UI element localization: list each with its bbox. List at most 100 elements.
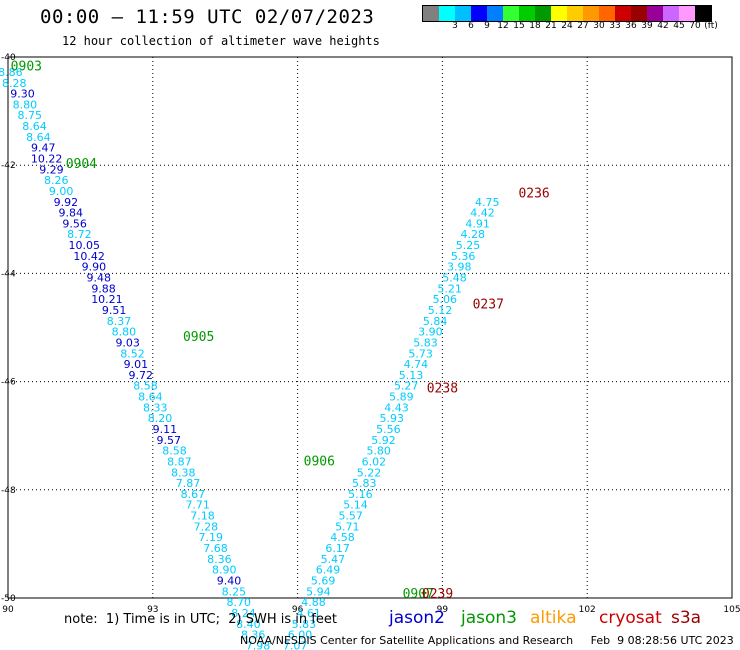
color-scale-bar [422,5,712,22]
color-swatch [647,6,663,21]
y-tick-label: -44 [1,269,16,279]
data-label: 8.58 [133,380,158,393]
pass-time-label: 0237 [473,298,504,313]
data-label: 8.90 [212,564,237,577]
data-label: 8.38 [171,466,196,479]
y-tick-label: -48 [1,486,16,496]
data-label: 8.80 [112,326,137,339]
color-swatch [615,6,631,21]
color-scale-label: 21 [545,21,557,31]
data-label: 4.58 [330,531,355,544]
color-swatch [423,6,439,21]
data-label: 4.91 [465,217,490,230]
data-label: 4.74 [404,358,429,371]
data-label: 7.18 [190,510,215,523]
data-label: 9.11 [153,423,178,436]
color-scale-label: 15 [513,21,525,31]
pass-time-label: 0236 [518,187,549,202]
data-label: 5.83 [292,618,317,631]
data-label: 7.87 [176,477,201,490]
data-label: 5.71 [335,520,360,533]
x-tick-label: 93 [147,605,158,615]
color-scale-label: 33 [609,21,621,31]
data-label: 5.48 [442,272,467,285]
data-label: 4.61 [296,607,321,620]
data-label: 5.06 [433,293,458,306]
color-scale-label: 3 [452,21,458,31]
data-label: 5.47 [321,553,346,566]
color-swatch [439,6,455,21]
data-label: 5.94 [306,585,331,598]
data-label: 8.75 [17,109,42,122]
color-swatch [679,6,695,21]
data-label: 5.56 [376,423,401,436]
data-label: 8.24 [231,607,256,620]
pass-time-label: 0905 [183,330,214,345]
data-label: 10.22 [31,152,63,165]
data-label: 5.36 [451,250,476,263]
data-label: 6.02 [362,455,387,468]
data-label: 8.64 [26,131,51,144]
satellite-legend-entry: altika [530,608,577,628]
data-label: 5.14 [343,499,368,512]
footer-note: note: 1) Time is in UTC; 2) SWH is in fe… [64,612,337,627]
data-label: 9.51 [102,304,127,317]
data-label: 7.19 [198,531,223,544]
data-label: 5.12 [428,304,453,317]
color-scale-label: 9 [484,21,490,31]
data-label: 5.25 [456,239,481,252]
satellite-legend-entry: jason2 [389,608,445,628]
data-label: 7.07 [283,639,308,650]
data-label: 5.69 [311,574,336,587]
data-label: 5.27 [394,380,419,393]
data-label: 5.73 [408,347,433,360]
x-tick-label: 90 [2,605,14,615]
color-swatch [599,6,615,21]
data-label: 8.28 [2,77,27,90]
pass-time-label: 0239 [422,587,453,602]
y-tick-label: -50 [1,594,16,604]
satellite-legend-entry: s3a [671,608,702,628]
color-scale-label: 27 [577,21,589,31]
data-label: 5.57 [338,510,363,523]
pass-time-label: 0907 [403,587,434,602]
data-label: 3.98 [447,261,472,274]
data-label: 9.40 [217,574,242,587]
data-label: 9.92 [54,196,79,209]
pass-time-label: 0238 [427,381,458,396]
data-label: 8.36 [241,629,266,642]
pass-time-label: 0906 [304,454,335,469]
data-label: 9.56 [62,217,87,230]
color-swatch [663,6,679,21]
data-label: 4.75 [475,196,500,209]
data-label: 9.90 [82,261,107,274]
data-label: 5.84 [423,315,448,328]
data-label: 5.92 [371,434,396,447]
data-label: 8.67 [181,488,206,501]
color-swatch [503,6,519,21]
color-scale-label: 30 [593,21,605,31]
data-label: 8.33 [143,401,168,414]
y-tick-label: -40 [1,53,16,63]
plot-frame [7,56,733,599]
data-label: 7.28 [194,520,219,533]
data-label: 9.30 [10,88,35,101]
data-label: 8.37 [107,315,132,328]
color-scale-label: 42 [657,21,669,31]
data-label: 6.49 [316,564,341,577]
chart-subtitle: 12 hour collection of altimeter wave hei… [62,34,380,48]
color-scale-label: 18 [529,21,541,31]
color-scale-label: 12 [497,21,509,31]
data-label: 7.98 [246,639,271,650]
y-tick-label: -42 [1,161,16,171]
data-label: 4.42 [470,207,495,220]
data-label: 5.22 [357,466,382,479]
data-label: 10.42 [73,250,105,263]
data-label: 9.57 [156,434,181,447]
color-scale-label: (ft) [704,21,718,31]
x-tick-label: 105 [723,605,740,615]
chart-title: 00:00 – 11:59 UTC 02/07/2023 [40,6,375,28]
data-label: 7.71 [185,499,210,512]
data-label: 9.48 [86,272,111,285]
